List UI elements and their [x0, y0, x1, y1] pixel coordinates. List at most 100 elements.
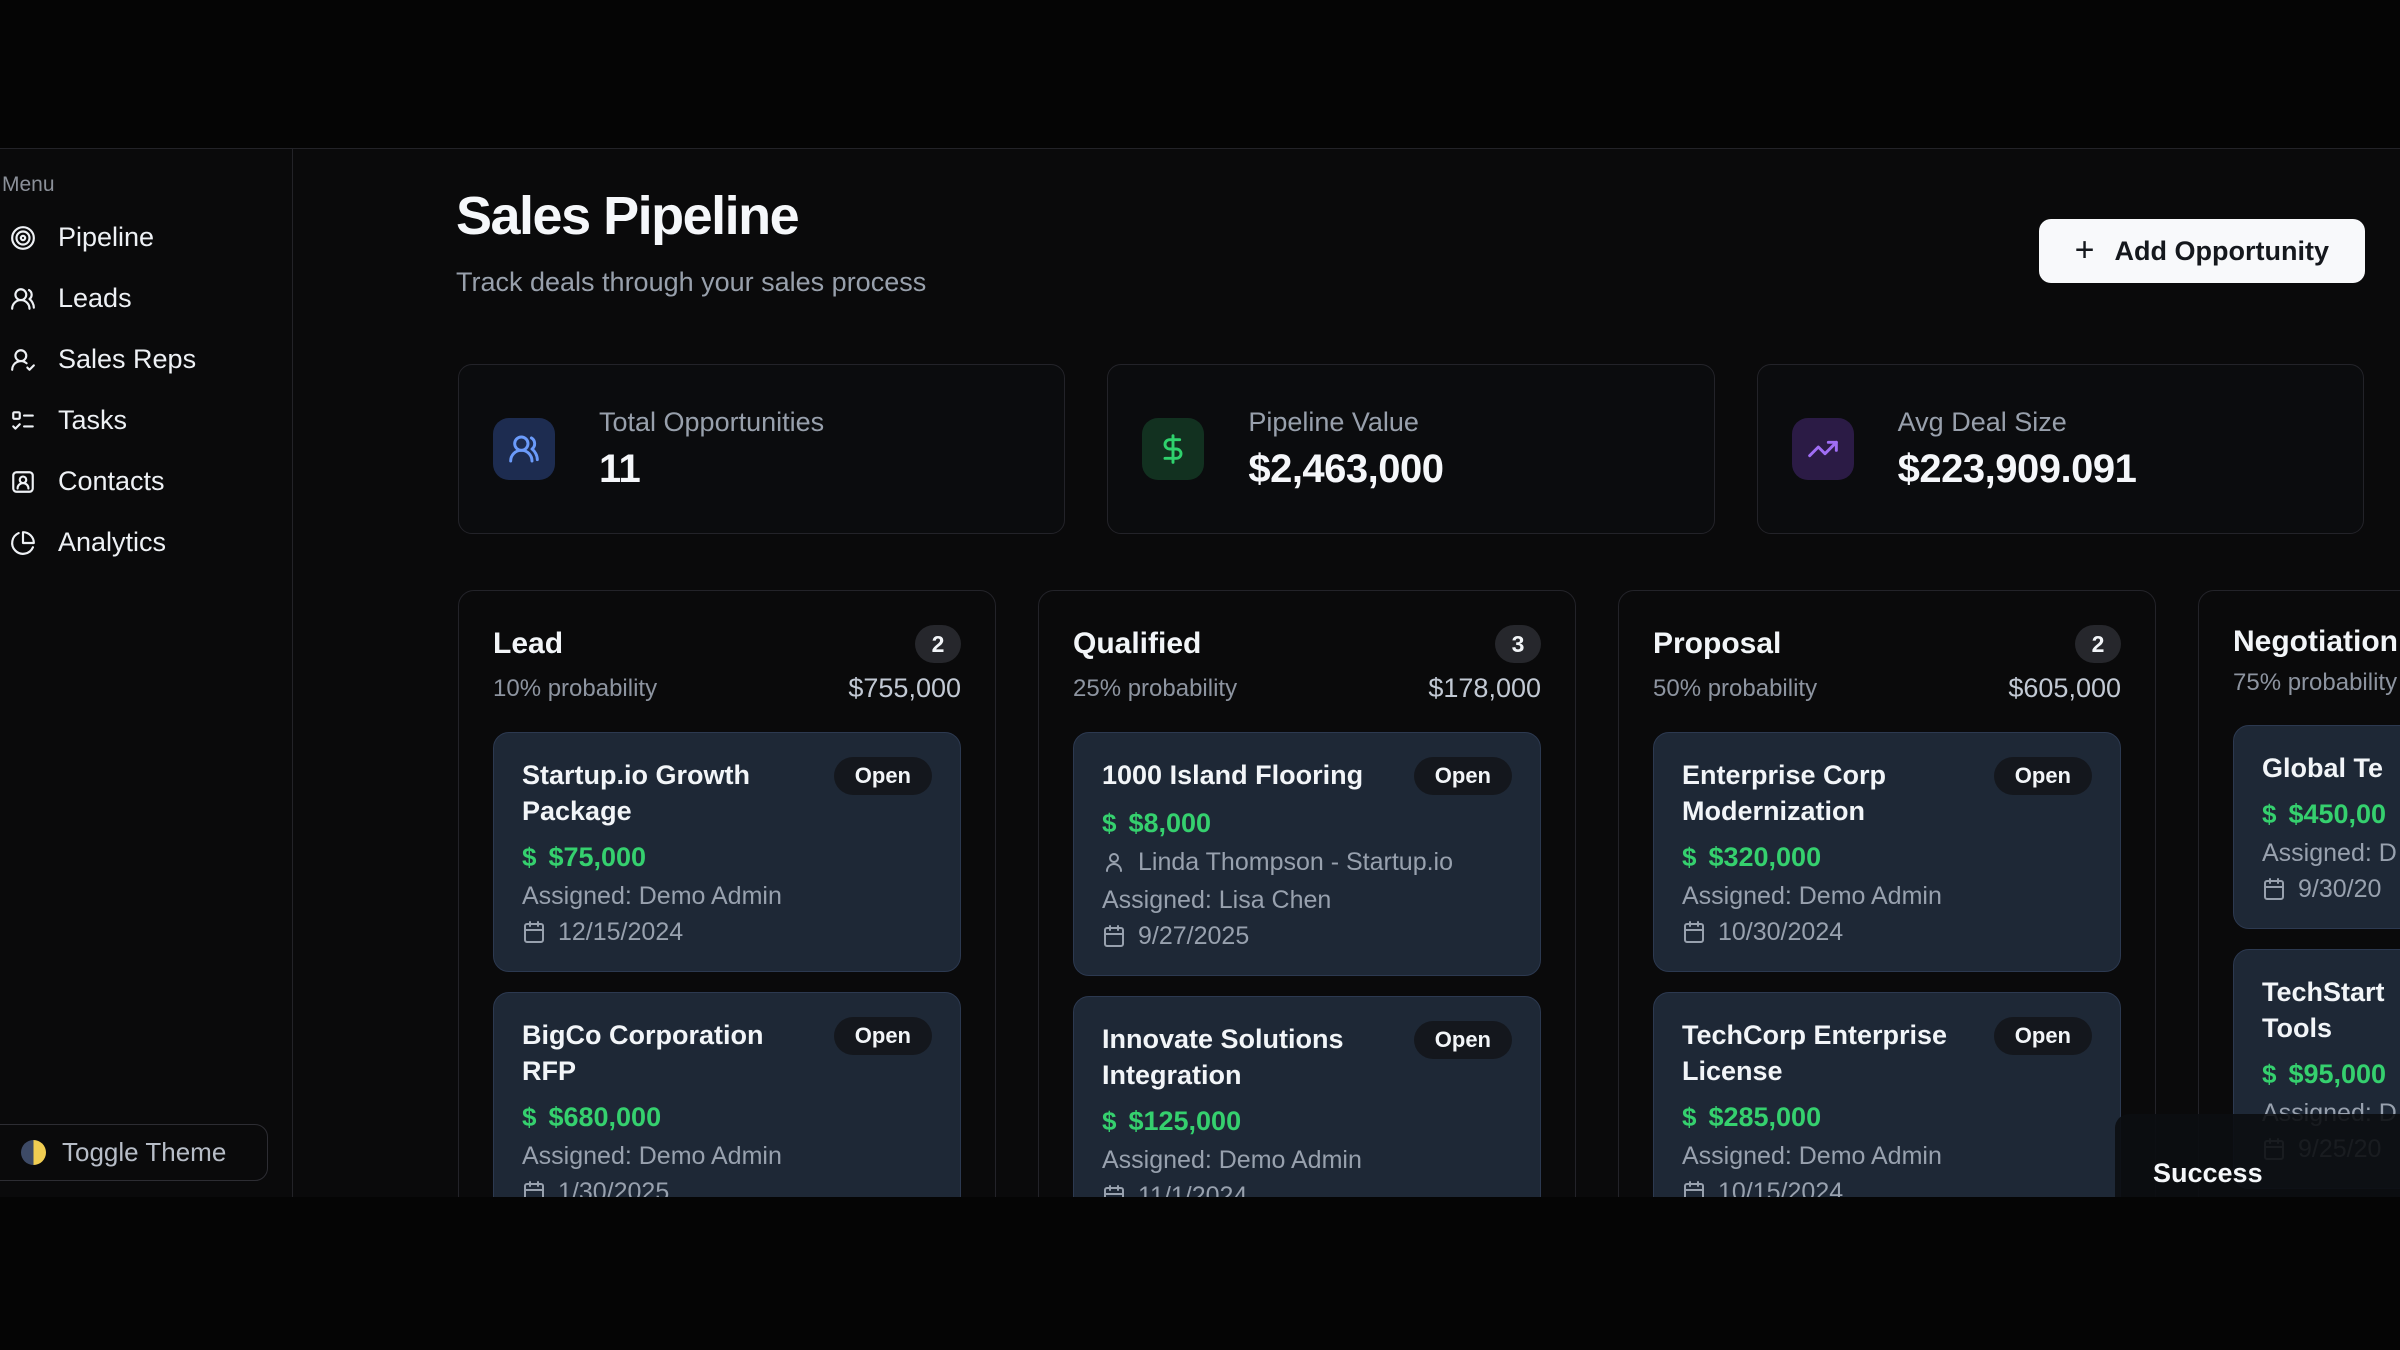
calendar-icon	[524, 921, 544, 943]
kanban-column-lead: Lead 2 10% probability $755,000 Startup.…	[458, 590, 996, 1197]
user-check-icon	[11, 348, 35, 371]
column-count-badge: 3	[1495, 625, 1541, 663]
column-title: Lead	[493, 627, 564, 660]
sidebar-item-analytics[interactable]: Analytics	[0, 512, 292, 573]
opportunity-title: Global Te	[2262, 753, 2384, 783]
stats-row: Total Opportunities 11 Pipeline Value $2…	[458, 364, 2364, 534]
column-probability: 50% probability	[1653, 674, 1818, 702]
sidebar-item-tasks[interactable]: Tasks	[0, 390, 292, 451]
column-count-badge: 2	[915, 625, 961, 663]
dollar-icon: $	[1102, 807, 1117, 838]
opportunity-title: Innovate Solutions Integration	[1102, 1024, 1344, 1090]
sidebar-item-sales-reps[interactable]: Sales Reps	[0, 329, 292, 390]
page-subtitle: Track deals through your sales process	[456, 267, 927, 297]
contact-card-icon	[12, 470, 34, 493]
calendar-icon	[524, 1181, 544, 1197]
opportunity-contact: Linda Thompson - Startup.io	[1138, 847, 1454, 876]
calendar-icon	[2264, 878, 2284, 900]
stat-label: Avg Deal Size	[1897, 406, 2067, 437]
opportunity-assigned: Assigned: Lisa Chen	[1102, 885, 1332, 914]
opportunity-amount: $680,000	[548, 1101, 662, 1132]
stat-value: 11	[599, 446, 641, 491]
add-opportunity-label: Add Opportunity	[2114, 235, 2329, 266]
opportunity-amount: $75,000	[548, 841, 647, 872]
status-badge: Open	[1413, 1021, 1512, 1059]
plus-icon: +	[2074, 230, 2095, 269]
opportunity-card[interactable]: BigCo Corporation RFP Open $ $680,000 As…	[493, 992, 961, 1197]
opportunity-title: Enterprise Corp Modernization	[1682, 760, 1887, 826]
kanban-column-negotiation: Negotiation 75% probability Global Te $	[2198, 590, 2400, 1197]
toggle-theme-button[interactable]: Toggle Theme	[0, 1124, 268, 1181]
opportunity-date: 12/15/2024	[558, 917, 684, 946]
opportunity-assigned: Assigned: Demo Admin	[522, 1141, 782, 1170]
column-probability: 75% probability	[2233, 669, 2398, 696]
sidebar-item-label: Sales Reps	[58, 344, 197, 374]
opportunity-date: 1/30/2025	[558, 1177, 670, 1198]
sidebar-item-pipeline[interactable]: Pipeline	[0, 207, 292, 268]
kanban-board: Lead 2 10% probability $755,000 Startup.…	[458, 590, 2400, 1197]
column-probability: 10% probability	[493, 674, 658, 702]
opportunity-amount: $285,000	[1708, 1101, 1822, 1132]
column-total: $178,000	[1428, 673, 1541, 703]
opportunity-amount: $125,000	[1128, 1105, 1242, 1136]
opportunity-assigned: Assigned: Demo Admin	[1102, 1145, 1362, 1174]
column-probability: 25% probability	[1073, 674, 1238, 702]
sidebar-item-contacts[interactable]: Contacts	[0, 451, 292, 512]
stat-label: Pipeline Value	[1248, 406, 1419, 437]
person-icon	[1106, 853, 1122, 872]
users-icon	[493, 418, 555, 480]
stat-label: Total Opportunities	[599, 406, 825, 437]
app-window: Menu Pipeline Leads Sales Reps Tasks Con…	[0, 148, 2400, 1197]
opportunity-title: 1000 Island Flooring	[1102, 760, 1364, 790]
opportunity-date: 9/27/2025	[1138, 921, 1250, 950]
sidebar-item-label: Pipeline	[58, 222, 155, 252]
sidebar-nav: Pipeline Leads Sales Reps Tasks Contacts…	[0, 207, 292, 573]
column-title: Proposal	[1653, 627, 1782, 660]
opportunity-assigned: Assigned: D	[2262, 838, 2397, 867]
opportunity-title: BigCo Corporation RFP	[522, 1020, 764, 1086]
opportunity-assigned: Assigned: Demo Admin	[1682, 1141, 1942, 1170]
main-content: Sales Pipeline Track deals through your …	[294, 149, 2400, 1197]
opportunity-assigned: Assigned: Demo Admin	[1682, 881, 1942, 910]
dollar-icon: $	[1682, 1101, 1697, 1132]
status-badge: Open	[1993, 1017, 2092, 1055]
stat-value: $223,909.091	[1897, 446, 2137, 491]
column-title: Qualified	[1073, 627, 1202, 660]
opportunity-amount: $8,000	[1128, 807, 1212, 838]
sidebar-item-label: Tasks	[58, 405, 128, 435]
calendar-icon	[1684, 1181, 1704, 1197]
opportunity-card[interactable]: 1000 Island Flooring Open $ $8,000 Linda…	[1073, 732, 1541, 976]
status-badge: Open	[1993, 757, 2092, 795]
opportunity-card[interactable]: Innovate Solutions Integration Open $ $1…	[1073, 996, 1541, 1197]
opportunity-card[interactable]: Enterprise Corp Modernization Open $ $32…	[1653, 732, 2121, 972]
stat-card-pipeline-value: Pipeline Value $2,463,000	[1107, 364, 1715, 534]
opportunity-card[interactable]: Global Te $ $450,00 Assigned: D 9/30/20	[2233, 725, 2400, 929]
dollar-icon: $	[522, 1101, 537, 1132]
dollar-icon: $	[522, 841, 537, 872]
sidebar-menu-label: Menu	[2, 173, 55, 196]
opportunity-amount: $320,000	[1708, 841, 1822, 872]
opportunity-card[interactable]: TechCorp Enterprise License Open $ $285,…	[1653, 992, 2121, 1197]
calendar-icon	[1684, 921, 1704, 943]
sidebar: Menu Pipeline Leads Sales Reps Tasks Con…	[0, 149, 293, 1197]
dollar-icon	[1142, 418, 1205, 480]
opportunity-assigned: Assigned: Demo Admin	[522, 881, 782, 910]
toggle-theme-label: Toggle Theme	[62, 1137, 227, 1167]
stat-card-total-opportunities: Total Opportunities 11	[458, 364, 1066, 534]
calendar-icon	[1104, 925, 1124, 947]
status-badge: Open	[833, 1017, 932, 1055]
success-toast[interactable]: Success	[2115, 1114, 2400, 1197]
dollar-icon: $	[1102, 1105, 1117, 1136]
stat-card-avg-deal-size: Avg Deal Size $223,909.091	[1756, 364, 2364, 534]
opportunity-amount: $450,00	[2288, 798, 2387, 829]
pie-chart-icon	[11, 530, 35, 555]
opportunity-card[interactable]: Startup.io Growth Package Open $ $75,000…	[493, 732, 961, 972]
opportunity-title: TechCorp Enterprise License	[1682, 1020, 1948, 1086]
trending-up-icon	[1791, 418, 1854, 480]
sidebar-item-leads[interactable]: Leads	[0, 268, 292, 329]
dollar-icon: $	[2262, 798, 2277, 829]
kanban-column-qualified: Qualified 3 25% probability $178,000 100…	[1038, 590, 1576, 1197]
add-opportunity-button[interactable]: + Add Opportunity	[2038, 219, 2365, 283]
status-badge: Open	[1413, 757, 1512, 795]
opportunity-amount: $95,000	[2288, 1058, 2387, 1089]
